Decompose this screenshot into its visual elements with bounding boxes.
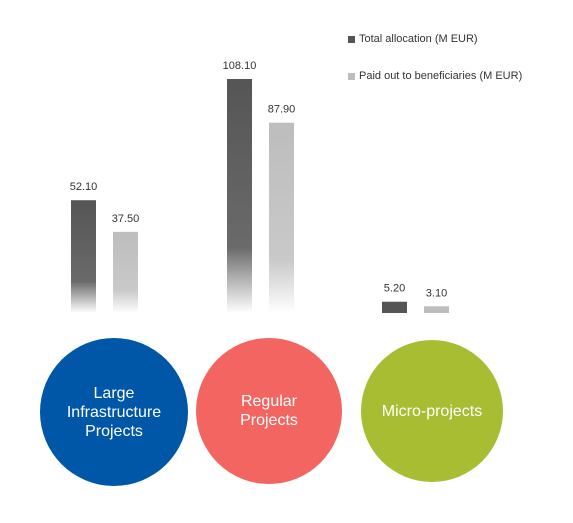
category-circle-regular: Regular Projects bbox=[196, 338, 342, 484]
category-label-line: Micro-projects bbox=[381, 402, 483, 420]
legend-label-paid-out: Paid out to beneficiaries (M EUR) bbox=[359, 70, 523, 82]
category-label-line: Large bbox=[93, 384, 135, 402]
legend-swatch-paid bbox=[348, 72, 355, 80]
value-label-paid-micro: 3.10 bbox=[426, 287, 447, 299]
category-label-micro: Micro-projects bbox=[382, 402, 482, 421]
category-circle-large-infrastructure: Large Infrastructure Projects bbox=[40, 338, 188, 486]
category-label-line: Regular bbox=[240, 393, 297, 410]
legend-label-total-allocation: Total allocation (M EUR) bbox=[359, 33, 478, 45]
bar-paid-regular bbox=[269, 122, 294, 313]
value-label-paid-large-infrastructure: 37.50 bbox=[112, 213, 140, 225]
value-label-total-regular: 108.10 bbox=[223, 60, 257, 72]
legend-item-paid-out: Paid out to beneficiaries (M EUR) bbox=[348, 70, 522, 82]
legend-item-total-allocation: Total allocation (M EUR) bbox=[348, 33, 478, 45]
legend-swatch-total bbox=[348, 35, 355, 43]
category-circle-micro: Micro-projects bbox=[361, 340, 503, 482]
bar-total-regular bbox=[227, 79, 252, 313]
category-label-regular: Regular Projects bbox=[240, 392, 298, 430]
category-label-line: Infrastructure bbox=[66, 403, 162, 421]
bar-total-large-infrastructure bbox=[71, 200, 96, 313]
bars-layer bbox=[71, 79, 449, 313]
bar-paid-micro bbox=[424, 306, 449, 313]
bar-total-micro bbox=[382, 301, 407, 313]
category-label-line: Projects bbox=[240, 412, 298, 429]
value-label-paid-regular: 87.90 bbox=[268, 104, 296, 116]
value-labels-layer: 52.10 37.50 108.10 87.90 5.20 3.10 bbox=[70, 60, 447, 299]
bar-paid-large-infrastructure bbox=[113, 231, 138, 313]
category-label-large-infrastructure: Large Infrastructure Projects bbox=[67, 384, 161, 441]
value-label-total-micro: 5.20 bbox=[384, 283, 405, 295]
value-label-total-large-infrastructure: 52.10 bbox=[70, 181, 98, 193]
category-label-line: Projects bbox=[85, 422, 143, 440]
